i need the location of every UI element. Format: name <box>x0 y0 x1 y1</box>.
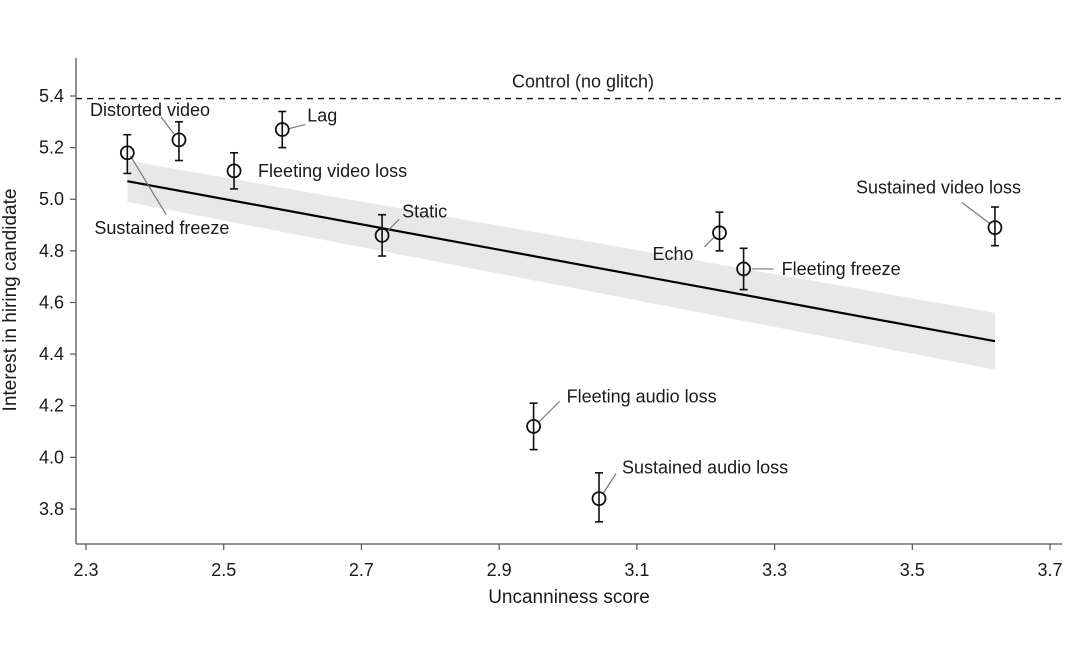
x-tick-label: 2.3 <box>73 560 98 580</box>
point-label: Fleeting video loss <box>258 161 407 181</box>
data-point <box>274 110 290 149</box>
point-marker <box>712 225 727 241</box>
y-ticks: 3.8 4.0 4.2 4.4 4.6 4.8 5.0 5.2 5.4 <box>39 86 76 519</box>
point-marker <box>736 261 752 277</box>
leader-line <box>386 218 400 232</box>
points-layer <box>119 110 1003 523</box>
data-point <box>591 472 607 523</box>
y-tick-label: 5.2 <box>39 138 64 158</box>
point-label: Fleeting freeze <box>782 259 901 279</box>
point-marker <box>119 145 135 161</box>
fit-line-layer <box>127 180 996 343</box>
y-tick-label: 4.4 <box>39 344 64 364</box>
x-tick-label: 3.3 <box>762 560 787 580</box>
x-ticks: 2.3 2.5 2.7 2.9 3.1 3.3 3.5 3.7 <box>73 544 1063 580</box>
control-label: Control (no glitch) <box>512 72 654 92</box>
leader-line <box>289 123 306 130</box>
point-label: Sustained freeze <box>94 218 229 238</box>
point-label: Echo <box>653 244 694 264</box>
data-point <box>226 151 242 190</box>
x-axis-title: Uncanniness score <box>488 587 650 608</box>
point-label: Sustained audio loss <box>622 458 788 478</box>
leader-line <box>160 116 175 135</box>
point-marker <box>526 418 541 434</box>
leader-line <box>602 473 617 494</box>
data-point <box>171 121 187 162</box>
data-point <box>526 402 541 451</box>
y-tick-label: 5.4 <box>39 86 64 106</box>
leader-lines-layer <box>129 116 991 494</box>
regression-line <box>127 180 996 343</box>
point-marker <box>171 132 187 148</box>
point-label: Lag <box>307 106 337 126</box>
point-marker <box>987 220 1003 236</box>
leader-line <box>961 202 991 225</box>
x-tick-label: 3.1 <box>624 560 649 580</box>
x-tick-label: 3.7 <box>1038 560 1063 580</box>
point-label: Fleeting audio loss <box>567 386 717 406</box>
y-tick-label: 5.0 <box>39 189 64 209</box>
data-point <box>987 206 1003 247</box>
y-tick-label: 4.8 <box>39 241 64 261</box>
y-tick-label: 4.0 <box>39 447 64 467</box>
axes-layer <box>75 58 1062 545</box>
y-tick-label: 3.8 <box>39 499 64 519</box>
leader-line <box>129 155 167 216</box>
y-axis-title: Interest in hiring candidate <box>0 189 21 412</box>
point-marker <box>591 491 607 507</box>
point-label: Sustained video loss <box>856 178 1021 198</box>
point-marker <box>226 163 242 179</box>
point-marker <box>274 122 290 137</box>
y-tick-label: 4.6 <box>39 292 64 312</box>
confidence-band <box>127 160 995 370</box>
x-tick-label: 3.5 <box>900 560 925 580</box>
data-point <box>736 247 752 291</box>
y-tick-label: 4.2 <box>39 396 64 416</box>
point-marker <box>374 227 390 243</box>
x-tick-label: 2.9 <box>487 560 512 580</box>
point-labels-layer: Sustained freeze Distorted video Fleeting … <box>90 100 1021 478</box>
x-tick-label: 2.7 <box>349 560 374 580</box>
x-tick-label: 2.5 <box>211 560 236 580</box>
data-point <box>374 213 390 257</box>
point-label: Static <box>402 201 447 221</box>
data-point <box>119 133 135 175</box>
confidence-band-layer <box>127 160 995 370</box>
leader-line <box>538 400 561 423</box>
point-label: Distorted video <box>90 100 210 120</box>
data-point <box>712 211 727 252</box>
leader-line <box>704 236 715 248</box>
